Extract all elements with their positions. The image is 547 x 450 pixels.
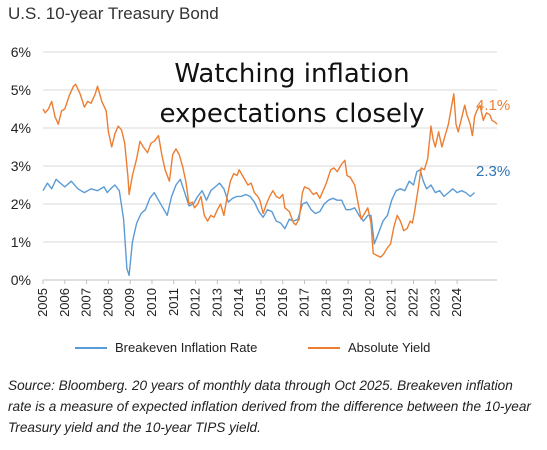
- line-chart: 0%1%2%3%4%5%6% 2005 2006 2007 2008 2009 2010 2…: [11, 44, 510, 317]
- legend-label-breakeven: Breakeven Inflation Rate: [115, 340, 258, 355]
- legend-item-breakeven: Breakeven Inflation Rate: [75, 340, 257, 355]
- legend-swatch-yield: [308, 346, 340, 349]
- y-tick-label: 3%: [11, 158, 31, 174]
- x-tick-label: 2011: [166, 288, 181, 316]
- y-tick-label: 2%: [11, 196, 31, 212]
- annotation-line-2: expectations closely: [159, 99, 425, 129]
- y-axis-ticks: 0% 1% 2% 3% 4% 5% 6%: [11, 44, 31, 288]
- series-lines: [42, 83, 498, 277]
- x-tick-label: 2006: [57, 288, 72, 317]
- x-tick-label: 2024: [449, 288, 464, 317]
- y-tick-label: 6%: [11, 44, 31, 60]
- yield-line: [42, 83, 498, 258]
- x-tick-label: 2008: [100, 288, 115, 317]
- x-tick-label: 2016: [275, 288, 290, 317]
- source-note: Source: Bloomberg. 20 years of monthly d…: [8, 378, 531, 435]
- x-axis-ticks: 2005 2006 2007 2008 2009 2010 2011 2012 2013 2014…: [35, 280, 464, 317]
- end-labels: 4.1% 2.3%: [476, 97, 510, 180]
- breakeven-line: [42, 169, 476, 277]
- legend-label-yield: Absolute Yield: [348, 340, 431, 355]
- breakeven-end-label: 2.3%: [476, 163, 510, 180]
- x-tick-label: 2013: [209, 288, 224, 317]
- y-tick-label: 5%: [11, 82, 31, 98]
- x-tick-label: 2020: [362, 288, 377, 317]
- x-tick-label: 2010: [144, 288, 159, 317]
- x-tick-label: 2019: [340, 288, 355, 317]
- x-tick-label: 2005: [35, 288, 50, 317]
- gridlines: [43, 51, 497, 281]
- x-tick-label: 2018: [318, 288, 333, 317]
- x-tick-label: 2014: [231, 288, 246, 317]
- x-tick-label: 2015: [253, 288, 268, 317]
- legend-swatch-breakeven: [75, 346, 107, 349]
- x-tick-label: 2007: [79, 288, 94, 317]
- annotation-text: Watching inflation expectations closely: [142, 54, 442, 134]
- y-tick-label: 0%: [11, 272, 31, 288]
- y-tick-label: 4%: [11, 120, 31, 136]
- x-tick-label: 2012: [188, 288, 203, 317]
- y-tick-label: 1%: [11, 234, 31, 250]
- x-tick-label: 2023: [427, 288, 442, 317]
- yield-end-label: 4.1%: [476, 97, 510, 114]
- x-tick-label: 2021: [384, 288, 399, 317]
- legend-item-yield: Absolute Yield: [308, 340, 430, 355]
- x-tick-label: 2009: [122, 288, 137, 317]
- x-tick-label: 2017: [297, 288, 312, 317]
- annotation-line-1: Watching inflation: [174, 59, 410, 89]
- chart-title: U.S. 10-year Treasury Bond: [8, 4, 219, 23]
- x-tick-label: 2022: [406, 288, 421, 317]
